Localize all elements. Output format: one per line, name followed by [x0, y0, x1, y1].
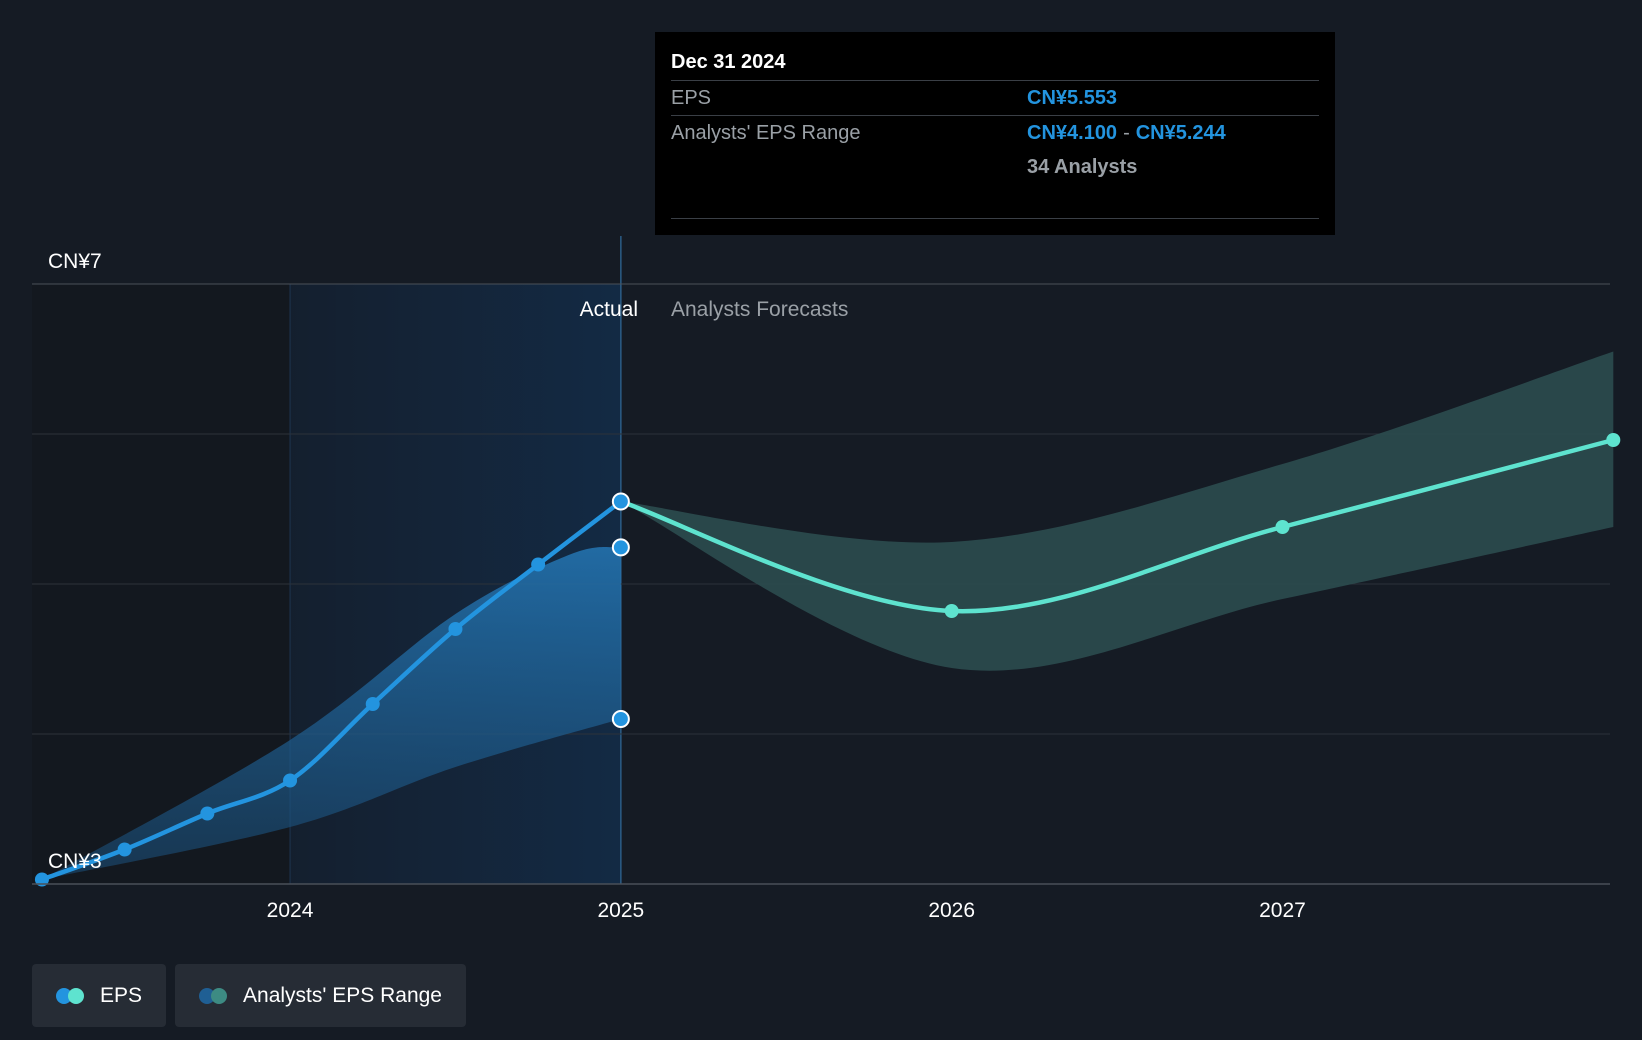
eps-actual-point: [200, 806, 215, 821]
eps-forecast-point: [1606, 433, 1621, 447]
legend-range-label: Analysts' EPS Range: [243, 983, 442, 1007]
tooltip-eps-value: CN¥5.553: [1027, 87, 1118, 109]
x-tick-label: 2026: [928, 899, 975, 922]
eps-forecast-line: [620, 437, 1614, 614]
tooltip-range-high: CN¥5.244: [1135, 122, 1226, 144]
tooltip-divider: [671, 218, 1319, 219]
eps-actual-point: [448, 622, 463, 636]
tooltip-range-label: Analysts' EPS Range: [671, 122, 861, 144]
eps-forecast-point: [1275, 520, 1290, 534]
legend-range[interactable]: Analysts' EPS Range: [175, 964, 466, 1027]
eps-forecast-point: [944, 604, 959, 618]
tooltip: Dec 31 2024 EPS CN¥5.553 Analysts' EPS R…: [655, 32, 1335, 235]
y-tick-label: CN¥3: [48, 850, 102, 873]
tooltip-eps-row: EPS CN¥5.553: [671, 81, 1319, 116]
x-tick-label: 2027: [1259, 899, 1306, 922]
range-marker: [611, 538, 630, 557]
tooltip-analysts-row: 34 Analysts: [671, 150, 1319, 184]
eps-actual-point: [365, 697, 380, 711]
tooltip-date: Dec 31 2024: [671, 44, 1319, 81]
x-tick-label: 2025: [597, 899, 644, 922]
tooltip-analysts-spacer: [671, 150, 1027, 184]
range-marker: [611, 710, 630, 728]
forecast-range-band: [620, 351, 1614, 671]
legend-range-icon: [199, 987, 229, 1004]
legend-eps-label: EPS: [100, 983, 143, 1007]
eps-actual-point: [283, 773, 298, 788]
actual-label: Actual: [580, 298, 638, 321]
forecast-label: Analysts Forecasts: [671, 298, 848, 321]
legend-eps[interactable]: EPS: [32, 964, 167, 1027]
y-tick-label: CN¥7: [48, 250, 102, 273]
eps-actual-point: [531, 557, 546, 572]
actual-range-band: [41, 546, 621, 880]
tooltip-analysts-count: 34 Analysts: [1027, 156, 1138, 178]
legend-eps-icon: [56, 987, 86, 1004]
x-tick-label: 2024: [267, 899, 314, 922]
legend: EPS Analysts' EPS Range: [32, 964, 466, 1027]
tooltip-range-separator: -: [1123, 122, 1130, 144]
eps-actual-point: [611, 492, 630, 511]
tooltip-range-low: CN¥4.100: [1027, 122, 1118, 144]
eps-actual-point: [117, 842, 132, 857]
tooltip-range-row: Analysts' EPS Range CN¥4.100 - CN¥5.244: [671, 116, 1319, 150]
eps-actual-point: [34, 872, 49, 887]
tooltip-eps-label: EPS: [671, 87, 712, 109]
